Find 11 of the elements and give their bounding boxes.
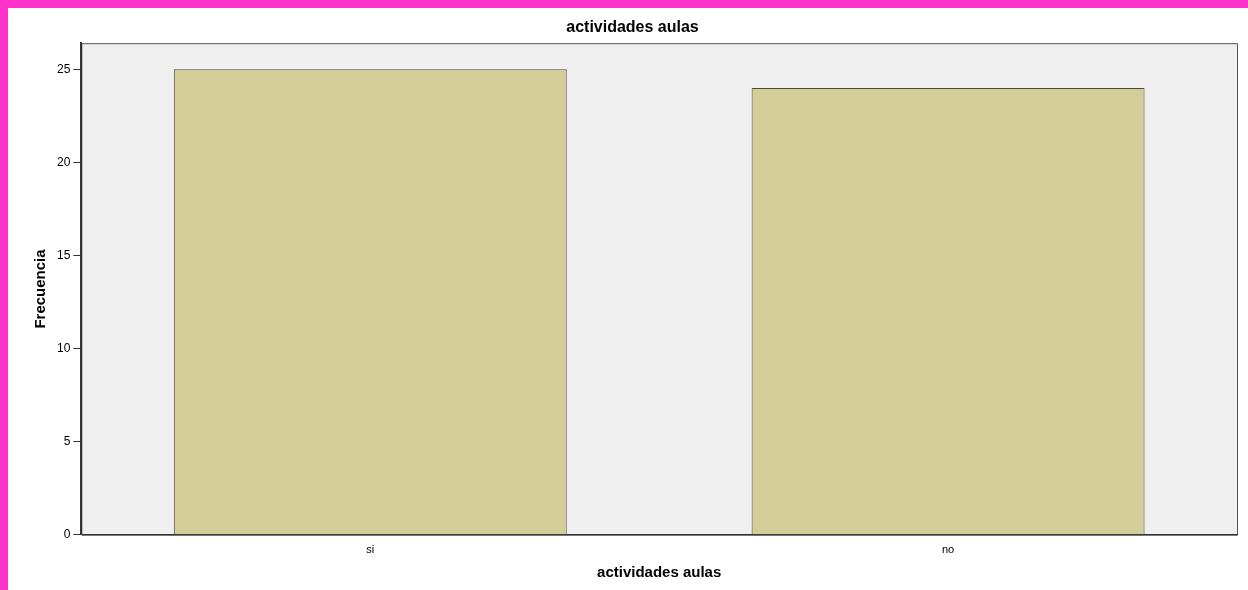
y-tick-label: 0	[63, 527, 71, 542]
chart-title: actividades aulas	[566, 18, 699, 36]
y-tick-label: 10	[56, 340, 71, 355]
x-axis-title: actividades aulas	[597, 563, 722, 581]
y-tick-label: 20	[56, 154, 71, 169]
y-axis-title: Frecuencia	[31, 248, 49, 329]
y-tick-label: 25	[56, 61, 71, 76]
x-tick-label: si	[366, 543, 375, 556]
y-tick-label: 15	[56, 247, 71, 262]
x-tick-label: no	[941, 543, 955, 556]
y-tick-label: 5	[63, 434, 71, 449]
